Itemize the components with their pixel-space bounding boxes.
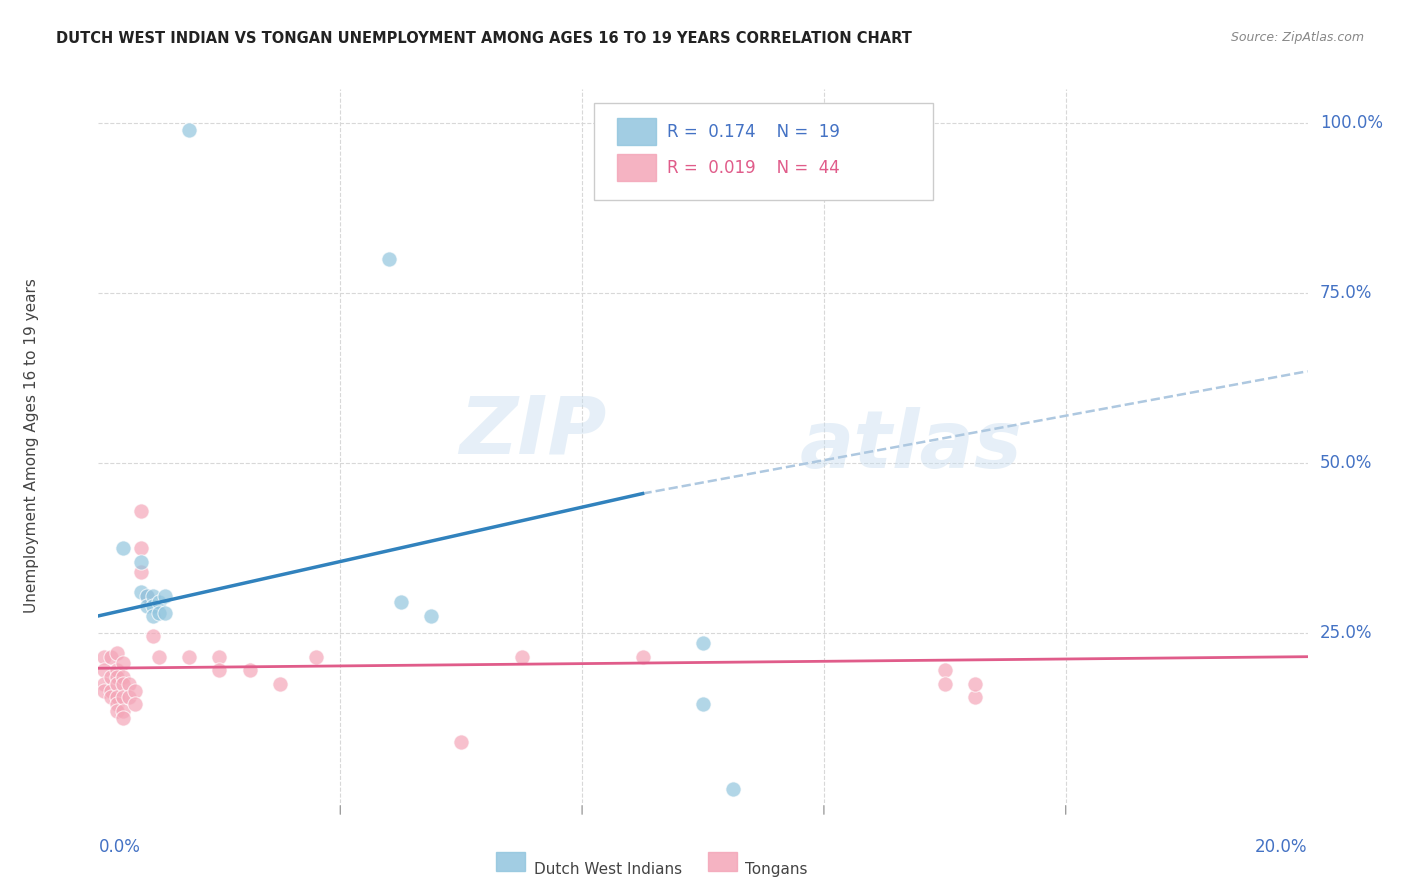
Point — [692, 698, 714, 712]
Point — [111, 677, 134, 691]
Text: Unemployment Among Ages 16 to 19 years: Unemployment Among Ages 16 to 19 years — [24, 278, 39, 614]
Text: 25.0%: 25.0% — [1320, 624, 1372, 642]
Point — [105, 670, 128, 684]
FancyBboxPatch shape — [595, 103, 932, 200]
Text: ZIP: ZIP — [458, 392, 606, 471]
Point — [631, 649, 654, 664]
Point — [111, 704, 134, 718]
Point — [129, 585, 152, 599]
Text: DUTCH WEST INDIAN VS TONGAN UNEMPLOYMENT AMONG AGES 16 TO 19 YEARS CORRELATION C: DUTCH WEST INDIAN VS TONGAN UNEMPLOYMENT… — [56, 31, 912, 46]
Point — [93, 683, 115, 698]
Point — [100, 670, 122, 684]
Point — [111, 690, 134, 705]
Point — [510, 649, 533, 664]
Point — [177, 123, 201, 137]
Point — [105, 663, 128, 677]
Point — [721, 782, 744, 797]
Point — [177, 649, 201, 664]
Point — [100, 649, 122, 664]
Text: R =  0.174    N =  19: R = 0.174 N = 19 — [666, 123, 839, 141]
Point — [208, 649, 231, 664]
Point — [148, 606, 170, 620]
Text: R =  0.019    N =  44: R = 0.019 N = 44 — [666, 159, 839, 177]
Point — [965, 677, 987, 691]
Text: atlas: atlas — [800, 407, 1022, 485]
Point — [105, 690, 128, 705]
Point — [93, 649, 115, 664]
Point — [93, 677, 115, 691]
Point — [129, 541, 152, 555]
Text: 0.0%: 0.0% — [98, 838, 141, 856]
Point — [135, 589, 157, 603]
FancyBboxPatch shape — [617, 119, 655, 145]
Point — [239, 663, 262, 677]
Point — [305, 649, 328, 664]
Text: Dutch West Indians: Dutch West Indians — [534, 862, 682, 877]
Text: Tongans: Tongans — [745, 862, 808, 877]
Point — [129, 503, 152, 517]
Point — [105, 677, 128, 691]
Text: Source: ZipAtlas.com: Source: ZipAtlas.com — [1230, 31, 1364, 45]
Point — [269, 677, 291, 691]
Point — [934, 663, 956, 677]
Point — [934, 677, 956, 691]
Point — [142, 599, 165, 613]
Point — [111, 711, 134, 725]
FancyBboxPatch shape — [707, 852, 737, 871]
Point — [100, 683, 122, 698]
Text: 50.0%: 50.0% — [1320, 454, 1372, 472]
Point — [142, 629, 165, 643]
Point — [118, 690, 141, 705]
Point — [118, 677, 141, 691]
FancyBboxPatch shape — [496, 852, 526, 871]
Point — [105, 646, 128, 660]
Point — [450, 734, 472, 748]
Point — [389, 595, 412, 609]
Text: 100.0%: 100.0% — [1320, 114, 1382, 132]
Point — [100, 690, 122, 705]
Point — [111, 657, 134, 671]
Point — [129, 555, 152, 569]
Point — [419, 608, 441, 623]
Point — [148, 595, 170, 609]
Point — [135, 589, 157, 603]
Point — [142, 589, 165, 603]
Point — [153, 606, 176, 620]
Point — [135, 599, 157, 613]
Point — [153, 589, 176, 603]
FancyBboxPatch shape — [617, 154, 655, 180]
Point — [111, 541, 134, 555]
Point — [208, 663, 231, 677]
Point — [111, 670, 134, 684]
Point — [377, 252, 399, 266]
Point — [965, 690, 987, 705]
Point — [93, 663, 115, 677]
Point — [105, 704, 128, 718]
Point — [124, 683, 146, 698]
Point — [124, 698, 146, 712]
Text: 20.0%: 20.0% — [1256, 838, 1308, 856]
Point — [148, 649, 170, 664]
Point — [129, 565, 152, 579]
Point — [692, 636, 714, 650]
Text: 75.0%: 75.0% — [1320, 284, 1372, 302]
Point — [142, 608, 165, 623]
Point — [105, 698, 128, 712]
